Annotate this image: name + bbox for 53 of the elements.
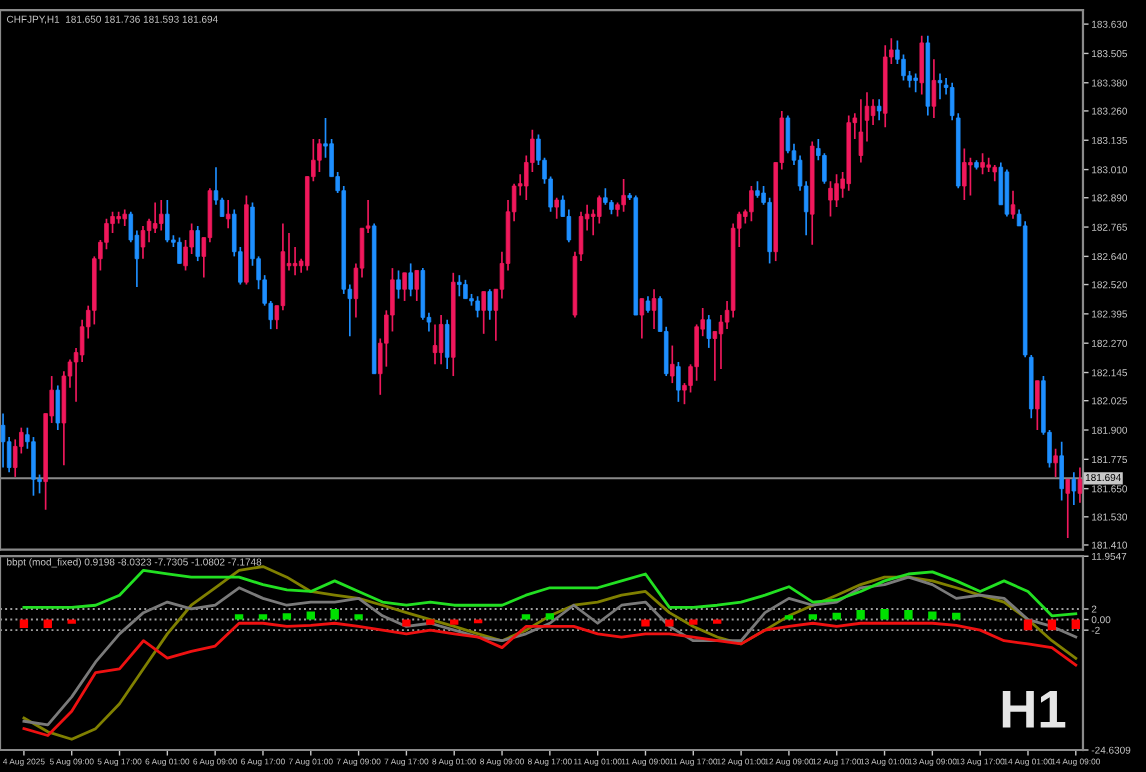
candlestick [55, 384, 61, 431]
candlestick [913, 72, 918, 93]
candlestick [749, 185, 754, 223]
candlestick [463, 279, 468, 300]
candlestick [828, 180, 833, 218]
candlestick [165, 199, 170, 244]
candlestick [408, 262, 413, 298]
candlestick [396, 269, 401, 300]
line-series [22, 621, 1078, 737]
candlestick [980, 152, 985, 176]
candlestick [317, 138, 322, 173]
candlestick [870, 98, 876, 126]
candlestick [457, 274, 462, 298]
candlestick [414, 269, 420, 302]
candlestick [1065, 478, 1070, 539]
candlestick [481, 290, 486, 335]
candlestick [962, 147, 967, 201]
candlestick [670, 344, 675, 384]
candlestick [444, 318, 450, 370]
candlestick [931, 58, 937, 119]
candlestick [140, 225, 146, 260]
candlestick [177, 236, 182, 265]
candlestick [676, 361, 681, 403]
candlestick [487, 288, 493, 321]
candlestick [919, 35, 924, 96]
annotation: H1 [1002, 691, 1066, 728]
candlestick [1035, 379, 1040, 431]
candlestick [1004, 168, 1010, 218]
candlestick [0, 412, 6, 469]
candlestick [968, 157, 973, 197]
candlestick [402, 271, 407, 302]
candlestick [438, 314, 444, 366]
candlestick [621, 178, 626, 213]
candlestick [858, 98, 864, 164]
candlestick [876, 98, 882, 122]
candlestick [1071, 471, 1077, 506]
candlestick [225, 199, 231, 230]
candlestick [195, 225, 200, 262]
candlestick [1077, 466, 1083, 504]
candlestick [1053, 447, 1058, 478]
candlestick [706, 314, 712, 349]
candlestick [554, 196, 559, 220]
line-series [22, 568, 1078, 618]
candlestick [158, 199, 164, 232]
candlestick [651, 288, 657, 330]
candlestick [152, 201, 158, 234]
candlestick [639, 297, 645, 340]
candlestick [475, 295, 480, 319]
candlestick [1059, 440, 1064, 502]
candlestick [292, 246, 298, 276]
candlestick [1010, 189, 1016, 220]
candlestick [432, 323, 438, 366]
candlestick [31, 436, 36, 497]
